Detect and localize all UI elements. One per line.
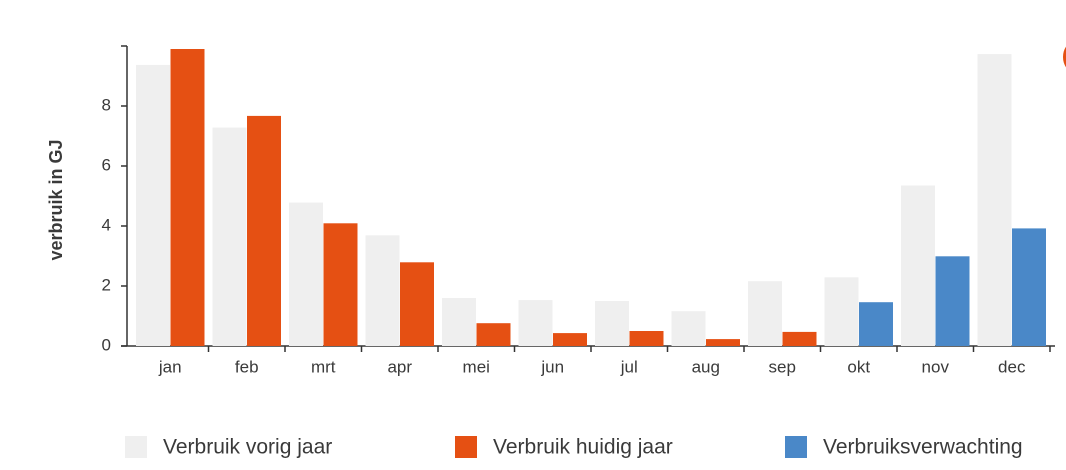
- x-tick-label: feb: [235, 357, 259, 376]
- bar: [170, 49, 205, 346]
- x-tick-label: sep: [769, 357, 796, 376]
- bar: [323, 223, 358, 346]
- bar: [935, 256, 970, 346]
- bar: [629, 331, 664, 346]
- bar: [289, 202, 323, 346]
- bar: [859, 302, 893, 346]
- bar: [782, 331, 817, 346]
- legend-label: Verbruik vorig jaar: [163, 436, 332, 459]
- x-tick-label: jul: [620, 357, 638, 376]
- y-tick-label: 8: [102, 95, 111, 114]
- bar: [748, 281, 782, 346]
- legend-swatch: [455, 436, 477, 458]
- bar: [365, 235, 400, 346]
- y-tick-label: 4: [102, 215, 111, 234]
- bar: [1012, 228, 1046, 346]
- bar: [977, 54, 1012, 346]
- y-tick-label: 2: [102, 275, 111, 294]
- bar: [442, 298, 476, 346]
- x-tick-label: okt: [847, 357, 870, 376]
- bar: [824, 277, 859, 346]
- x-tick-label: mrt: [311, 357, 336, 376]
- bar: [136, 64, 170, 347]
- x-tick-label: jun: [540, 357, 564, 376]
- y-tick-label: 0: [102, 335, 111, 354]
- x-tick-label: jan: [158, 357, 182, 376]
- bar: [706, 339, 740, 346]
- bar: [247, 115, 281, 347]
- bar: [553, 333, 587, 346]
- y-axis-label: verbruik in GJ: [46, 139, 66, 260]
- bar: [901, 185, 935, 346]
- x-tick-label: nov: [922, 357, 950, 376]
- bar: [476, 323, 511, 346]
- y-tick-label: 6: [102, 155, 111, 174]
- legend-label: Verbruik huidig jaar: [493, 436, 673, 459]
- legend-label: Verbruiksverwachting: [823, 436, 1023, 459]
- x-tick-label: apr: [387, 357, 412, 376]
- x-tick-label: dec: [998, 357, 1026, 376]
- bar: [212, 127, 247, 346]
- legend-swatch: [785, 436, 807, 458]
- bar: [595, 301, 629, 346]
- legend-swatch: [125, 436, 147, 458]
- bar: [518, 300, 553, 346]
- x-tick-label: mei: [463, 357, 490, 376]
- bar: [671, 311, 706, 346]
- x-tick-label: aug: [692, 357, 720, 376]
- decoration: [1063, 46, 1066, 68]
- bar: [400, 262, 434, 346]
